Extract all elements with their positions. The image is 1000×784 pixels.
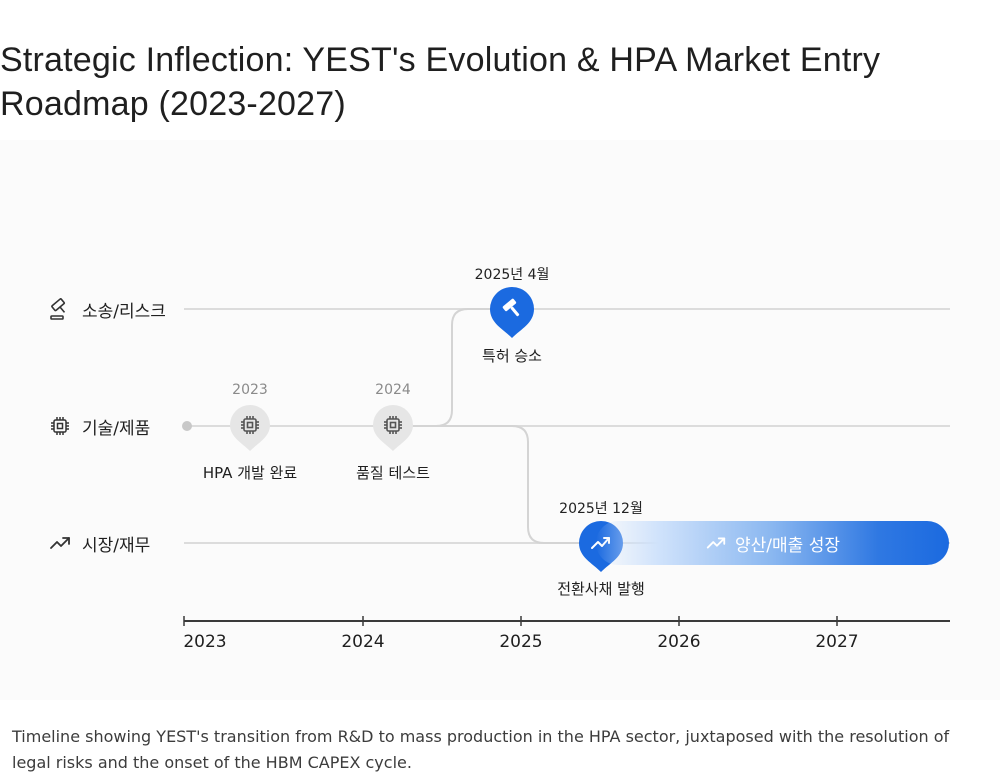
gavel-icon: [502, 298, 520, 317]
figure-caption: Timeline showing YEST's transition from …: [12, 727, 950, 772]
event-label-hpa: HPA 개발 완료: [202, 464, 298, 482]
connector-to-cb: [410, 425, 582, 544]
event-node-hpa: [230, 405, 270, 451]
timeline-start-dot: [182, 421, 192, 431]
title-line-1: Strategic Inflection: YEST's Evolution &…: [0, 41, 881, 79]
event-label-patent: 특허 승소: [482, 347, 542, 365]
diagram-panel: [0, 140, 1000, 700]
lane-label-legal-text: 소송/리스크: [82, 301, 166, 322]
axis-label-2026: 2026: [657, 632, 701, 652]
lane-label-legal: 소송/리스크: [48, 295, 166, 323]
chip-icon: [48, 414, 72, 438]
chip-icon: [241, 416, 259, 434]
event-label-quality: 품질 테스트: [356, 464, 430, 482]
chart-title: Strategic Inflection: YEST's Evolution &…: [0, 38, 960, 126]
gavel-icon: [48, 297, 72, 321]
event-node-patent: [490, 287, 534, 338]
event-label-cb: 전환사채 발행: [557, 580, 645, 598]
lane-label-tech: 기술/제품: [48, 412, 150, 440]
title-line-2: Roadmap (2023-2027): [0, 85, 346, 123]
lane-label-market: 시장/재무: [48, 529, 150, 557]
lane-label-market-text: 시장/재무: [82, 535, 151, 556]
axis-label-2023: 2023: [183, 632, 227, 652]
lane-label-tech-text: 기술/제품: [82, 418, 151, 439]
event-date-cb: 2025년 12월: [559, 501, 643, 517]
event-date-hpa: 2023: [232, 382, 268, 398]
axis-label-2027: 2027: [815, 632, 859, 652]
growth-phase-label: 양산/매출 성장: [735, 535, 840, 556]
trending-up-icon: [705, 532, 727, 554]
axis-label-2024: 2024: [341, 632, 385, 652]
trending-up-icon: [48, 531, 72, 555]
connector-to-patent: [410, 308, 500, 427]
growth-phase-bar: 양산/매출 성장: [596, 521, 949, 565]
event-date-quality: 2024: [375, 382, 411, 398]
event-node-quality: [373, 405, 413, 451]
event-date-patent: 2025년 4월: [474, 267, 550, 283]
chip-icon: [384, 416, 402, 434]
axis-label-2025: 2025: [499, 632, 543, 652]
